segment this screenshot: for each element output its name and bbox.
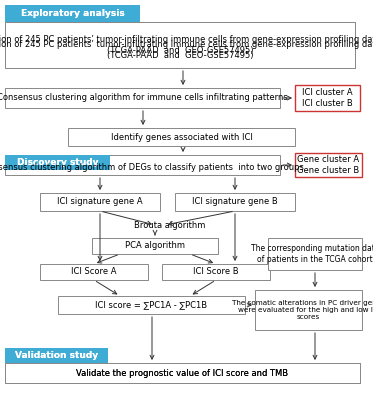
Text: Brouta algorithm: Brouta algorithm <box>134 220 206 230</box>
Text: The fraction of 245 PC patients’ tumor-infiltrating immune cells from gene-expre: The fraction of 245 PC patients’ tumor-i… <box>0 40 373 60</box>
Bar <box>5 348 108 363</box>
Bar <box>175 193 295 211</box>
Bar <box>5 155 110 170</box>
Bar <box>92 238 218 254</box>
Text: Consensus clustering algorithm for immune cells infiltrating patterns: Consensus clustering algorithm for immun… <box>0 94 288 102</box>
Text: The somatic alterations in PC driver genes
were evaluated for the high and low I: The somatic alterations in PC driver gen… <box>232 300 373 320</box>
Bar <box>162 264 270 280</box>
Text: ICI Score A: ICI Score A <box>71 268 117 276</box>
Bar <box>5 5 140 22</box>
Bar <box>5 348 108 363</box>
Text: ICI score = ∑PC1A - ∑PC1B: ICI score = ∑PC1A - ∑PC1B <box>95 300 207 310</box>
Text: PCA algorithm: PCA algorithm <box>125 242 185 250</box>
Bar <box>255 290 362 330</box>
Text: Validation study: Validation study <box>15 351 98 360</box>
Text: ICI cluster A
ICI cluster B: ICI cluster A ICI cluster B <box>302 88 353 108</box>
Text: Gene cluster A
Gene cluster B: Gene cluster A Gene cluster B <box>297 155 360 175</box>
Text: The corresponding mutation data
of patients in the TCGA cohort: The corresponding mutation data of patie… <box>251 244 373 264</box>
Text: Discovery study: Discovery study <box>17 158 98 167</box>
Bar <box>5 22 355 68</box>
Bar <box>5 88 280 108</box>
Text: Validation study: Validation study <box>15 351 98 360</box>
Text: Validate the prognostic value of ICI score and TMB: Validate the prognostic value of ICI sco… <box>76 368 289 378</box>
Bar <box>295 153 362 177</box>
Text: ICI signature gene B: ICI signature gene B <box>192 198 278 206</box>
Bar <box>5 363 360 383</box>
Bar <box>40 264 148 280</box>
Bar <box>5 22 355 68</box>
Bar <box>5 363 360 383</box>
Text: Discovery study: Discovery study <box>17 158 98 167</box>
Bar <box>5 155 110 170</box>
Text: The fraction of 245 PC patients’ tumor-infiltrating immune cells from gene-expre: The fraction of 245 PC patients’ tumor-i… <box>0 35 373 55</box>
Text: ICI signature gene A: ICI signature gene A <box>57 198 143 206</box>
Bar <box>295 85 360 111</box>
Text: Identify genes associated with ICI: Identify genes associated with ICI <box>110 132 253 142</box>
Bar <box>268 238 362 270</box>
Bar <box>5 5 140 22</box>
Bar <box>58 296 245 314</box>
Bar <box>5 155 280 175</box>
Bar <box>68 128 295 146</box>
Text: Validate the prognostic value of ICI score and TMB: Validate the prognostic value of ICI sco… <box>76 368 289 378</box>
Text: ICI Score B: ICI Score B <box>193 268 239 276</box>
Text: Exploratory analysis: Exploratory analysis <box>21 9 124 18</box>
Text: Exploratory analysis: Exploratory analysis <box>21 9 124 18</box>
Bar <box>40 193 160 211</box>
Text: Consensus clustering algorithm of DEGs to classify patients  into two groups: Consensus clustering algorithm of DEGs t… <box>0 162 304 172</box>
